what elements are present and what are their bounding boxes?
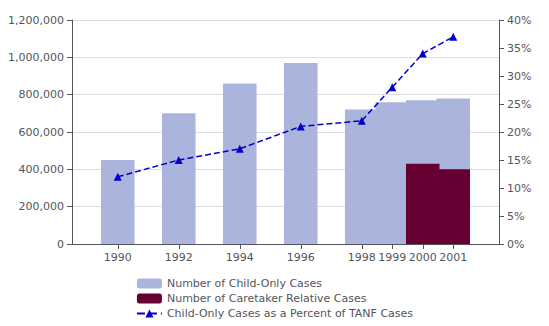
svg-text:1,000,000: 1,000,000: [8, 51, 64, 64]
svg-text:Number of Child-Only Cases: Number of Child-Only Cases: [167, 277, 322, 290]
svg-text:600,000: 600,000: [19, 126, 65, 139]
svg-text:15%: 15%: [507, 154, 531, 167]
svg-text:1999: 1999: [378, 251, 406, 264]
svg-text:5%: 5%: [507, 210, 524, 223]
svg-text:1992: 1992: [165, 251, 193, 264]
svg-text:0%: 0%: [507, 238, 524, 251]
svg-text:1990: 1990: [104, 251, 132, 264]
svg-text:20%: 20%: [507, 126, 531, 139]
svg-text:2001: 2001: [439, 251, 467, 264]
svg-text:Child-Only Cases as a Percent: Child-Only Cases as a Percent of TANF Ca…: [167, 307, 413, 320]
svg-text:40%: 40%: [507, 14, 531, 27]
svg-text:1998: 1998: [348, 251, 376, 264]
svg-text:800,000: 800,000: [19, 88, 65, 101]
svg-text:1994: 1994: [226, 251, 254, 264]
svg-text:30%: 30%: [507, 70, 531, 83]
svg-text:25%: 25%: [507, 98, 531, 111]
svg-text:Number of Caretaker Relative C: Number of Caretaker Relative Cases: [167, 292, 367, 305]
svg-text:2000: 2000: [409, 251, 437, 264]
svg-text:35%: 35%: [507, 42, 531, 55]
svg-text:1,200,000: 1,200,000: [8, 14, 64, 27]
svg-text:10%: 10%: [507, 182, 531, 195]
svg-text:0: 0: [57, 238, 64, 251]
svg-text:400,000: 400,000: [19, 163, 65, 176]
svg-text:1996: 1996: [287, 251, 315, 264]
svg-text:200,000: 200,000: [19, 200, 65, 213]
